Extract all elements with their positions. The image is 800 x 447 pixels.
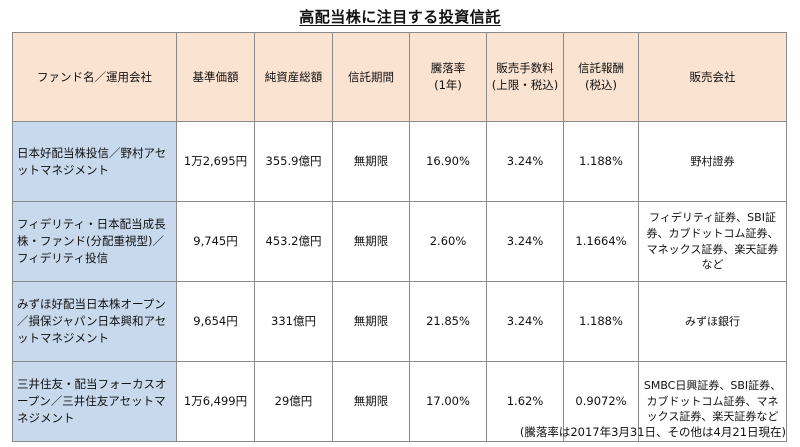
sellers-cell: みずほ銀行 [638,281,787,362]
sellers-cell: SMBC日興証券、SBI証券、カブドットコム証券、マネックス証券、楽天証券など [638,361,787,442]
net-assets-cell: 29億円 [254,361,333,442]
header-trust-fee: 信託報酬 (税込) [563,32,639,122]
sellers-cell: 野村證券 [638,121,787,202]
header-sales-fee-line1: 販売手数料 [496,61,554,76]
term-cell: 無期限 [332,121,410,202]
trust-fee-cell: 1.188% [563,121,639,202]
table-row: 日本好配当株投信／野村アセットマネジメント 1万2,695円 355.9億円 無… [12,121,787,202]
term-cell: 無期限 [332,281,410,362]
header-return: 騰落率 (1年) [409,32,487,122]
header-net-assets: 純資産総額 [254,32,333,122]
return-cell: 2.60% [409,201,487,282]
header-sales-fee-line2: (上限・税込) [491,78,559,92]
page-title: 高配当株に注目する投資信託 [299,8,501,26]
net-assets-cell: 453.2億円 [254,201,333,282]
sellers-cell: フィデリティ証券、SBI証券、カブドットコム証券、マネックス証券、楽天証券など [638,201,787,282]
sales-fee-cell: 3.24% [486,201,564,282]
header-sellers: 販売会社 [638,32,787,122]
header-sales-fee: 販売手数料 (上限・税込) [486,32,564,122]
fund-name-cell: 日本好配当株投信／野村アセットマネジメント [12,121,177,202]
nav-cell: 9,654円 [176,281,255,362]
sales-fee-cell: 1.62% [486,361,564,442]
fund-name-cell: フィデリティ・日本配当成長株・ファンド(分配重視型)／フィデリティ投信 [12,201,177,282]
header-trust-fee-line1: 信託報酬 [578,61,624,76]
footnote: (騰落率は2017年3月31日、その他は4月21日現在) [519,425,786,439]
nav-cell: 1万6,499円 [176,361,255,442]
nav-cell: 9,745円 [176,201,255,282]
table-row: みずほ好配当日本株オープン／損保ジャパン日本興和アセットマネジメント 9,654… [12,281,787,362]
header-return-line2: (1年) [434,78,462,92]
nav-cell: 1万2,695円 [176,121,255,202]
header-return-line1: 騰落率 [430,61,466,76]
return-cell: 21.85% [409,281,487,362]
header-fund: ファンド名／運用会社 [12,32,177,122]
fund-comparison-table: ファンド名／運用会社 基準価額 純資産総額 信託期間 騰落率 (1年) 販売手数… [12,32,787,442]
trust-fee-cell: 1.188% [563,281,639,362]
sales-fee-cell: 3.24% [486,281,564,362]
table-row: 三井住友・配当フォーカスオープン／三井住友アセットマネジメント 1万6,499円… [12,361,787,442]
header-term: 信託期間 [332,32,410,122]
term-cell: 無期限 [332,201,410,282]
term-cell: 無期限 [332,361,410,442]
net-assets-cell: 355.9億円 [254,121,333,202]
return-cell: 16.90% [409,121,487,202]
table-row: フィデリティ・日本配当成長株・ファンド(分配重視型)／フィデリティ投信 9,74… [12,201,787,282]
return-cell: 17.00% [409,361,487,442]
header-trust-fee-line2: (税込) [585,78,617,92]
sales-fee-cell: 3.24% [486,121,564,202]
trust-fee-cell: 0.9072% [563,361,639,442]
net-assets-cell: 331億円 [254,281,333,362]
table-header-row: ファンド名／運用会社 基準価額 純資産総額 信託期間 騰落率 (1年) 販売手数… [12,32,787,122]
trust-fee-cell: 1.1664% [563,201,639,282]
fund-name-cell: 三井住友・配当フォーカスオープン／三井住友アセットマネジメント [12,361,177,442]
header-nav: 基準価額 [176,32,255,122]
fund-name-cell: みずほ好配当日本株オープン／損保ジャパン日本興和アセットマネジメント [12,281,177,362]
